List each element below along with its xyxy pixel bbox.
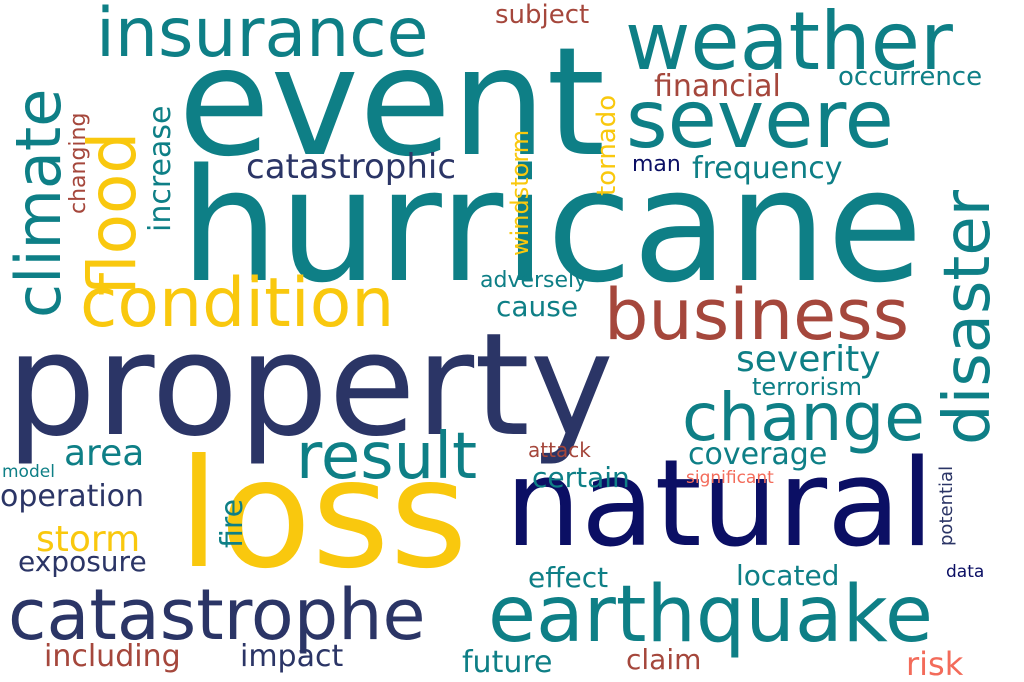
word-property: property (6, 303, 614, 468)
word-result: result (296, 420, 478, 494)
word-severe: severe (626, 73, 894, 166)
word-certain: certain (532, 461, 630, 494)
word-occurrence: occurrence (838, 62, 983, 92)
word-coverage: coverage (688, 437, 828, 472)
word-severity: severity (736, 339, 881, 380)
word-condition: condition (80, 264, 395, 343)
word-tornado: tornado (592, 94, 622, 196)
word-windstorm: windstorm (506, 129, 534, 256)
word-frequency: frequency (692, 151, 843, 186)
word-significant: significant (686, 468, 774, 488)
word-terrorism: terrorism (752, 373, 863, 401)
word-fire: fire (215, 498, 250, 548)
word-cause: cause (496, 290, 579, 323)
word-financial: financial (654, 69, 781, 104)
word-including: including (44, 639, 181, 674)
word-subject: subject (495, 0, 590, 30)
word-potential: potential (936, 465, 957, 546)
word-disaster: disaster (931, 189, 1005, 445)
word-catastrophic: catastrophic (246, 147, 457, 187)
word-effect: effect (528, 561, 609, 594)
word-change: change (682, 379, 925, 456)
word-business: business (604, 274, 910, 356)
word-impact: impact (240, 639, 344, 674)
word-claim: claim (626, 643, 702, 676)
word-future: future (462, 645, 553, 680)
word-increase: increase (143, 105, 178, 232)
word-natural: natural (505, 435, 934, 574)
word-data: data (946, 562, 985, 582)
word-area: area (64, 433, 145, 474)
word-operation: operation (0, 479, 145, 514)
word-event: event (178, 16, 606, 190)
word-man: man (632, 152, 681, 177)
word-earthquake: earthquake (488, 570, 933, 660)
word-catastrophe: catastrophe (8, 574, 426, 656)
word-exposure: exposure (18, 545, 147, 578)
word-attack: attack (528, 438, 591, 462)
word-climate: climate (2, 88, 75, 318)
word-storm: storm (36, 519, 141, 560)
word-changing: changing (66, 112, 91, 214)
word-weather: weather (625, 0, 953, 88)
word-located: located (736, 559, 840, 592)
word-adversely: adversely (480, 268, 588, 293)
word-hurricane: hurricane (180, 135, 923, 317)
word-loss: loss (178, 428, 468, 602)
word-insurance: insurance (96, 0, 429, 73)
word-model: model (2, 462, 55, 482)
word-risk: risk (906, 645, 964, 682)
